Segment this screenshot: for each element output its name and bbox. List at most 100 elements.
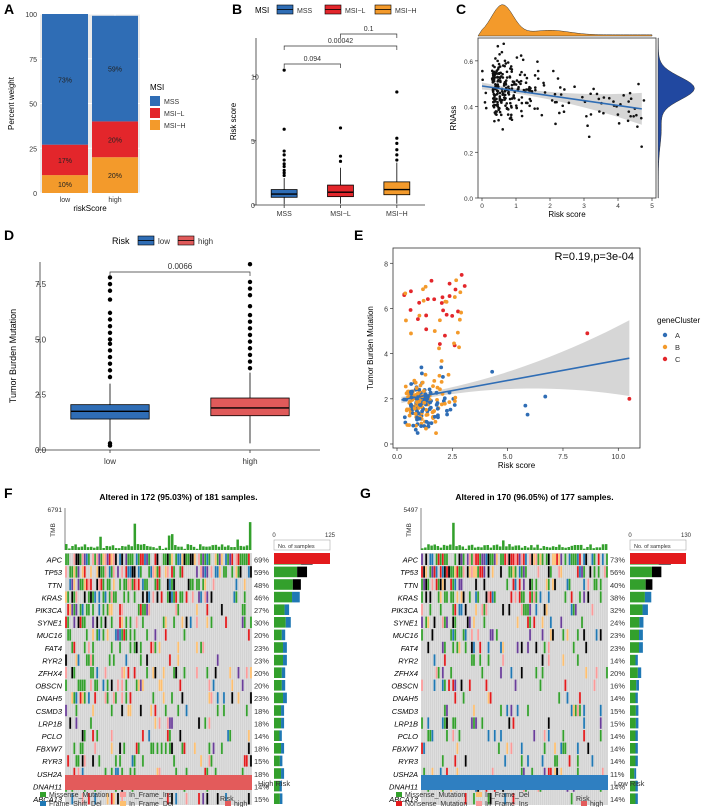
mutation-cell [131,755,134,767]
scatter-point [496,89,500,93]
outlier-point [107,337,113,342]
x-tick-label: 10.0 [611,454,625,461]
mutation-cell [110,591,113,603]
mutation-cell [170,742,174,754]
mutation-cell [485,604,488,616]
mutation-cell [75,755,78,767]
mutation-cell [114,553,117,565]
scatter-point [534,88,537,92]
mutation-cell [587,742,590,754]
mutation-cell [114,629,117,641]
tmb-bar [595,547,599,550]
mutation-cell [439,767,442,780]
mutation-cell [206,767,209,780]
mutation-cell [166,591,169,603]
mutation-cell [200,566,203,578]
scatter-point [447,281,452,286]
mutation-cell [247,793,250,805]
tmb-bar [80,546,84,550]
scatter-point [520,114,524,118]
mutation-cell [454,629,457,641]
gene-bar [274,755,280,767]
mutation-cell [206,793,209,805]
mutation-cell [583,566,586,578]
gene-label: DNAH11 [33,782,62,791]
mutation-cell [83,679,86,691]
mutation-cell [177,553,180,565]
mutation-cell [177,704,180,717]
mutation-cell [129,616,132,628]
mutation-cell [181,591,184,603]
tmb-bar [96,546,99,550]
tmb-bar [146,545,149,550]
gene-label: FAT4 [401,644,418,653]
percent-label: 14% [610,795,625,804]
mutation-cell [69,566,72,578]
x-axis-label: Risk score [548,210,586,219]
mutation-cell [146,553,149,565]
mutation-cell [556,755,559,767]
mutation-cell [214,553,217,565]
tmb-bar [139,544,143,550]
legend-label: MSI−H [164,123,186,130]
gene-bar [279,730,282,741]
mutation-cell [143,578,147,591]
mutation-cell [210,616,213,628]
mutation-cell [235,566,238,578]
scatter-point [432,297,437,302]
scatter-point [432,414,437,419]
gene-bar [285,617,291,628]
outlier-point [107,348,113,353]
mutation-cell [583,704,586,717]
y-axis-label: Tumor Burden Mutation [8,309,18,403]
tmb-bar [586,546,589,550]
gene-bar [274,642,284,653]
outlier-point [338,126,343,130]
mutation-cell [562,629,565,641]
gene-label: FAT4 [45,644,62,653]
mutation-cell [212,742,215,754]
mutation-cell [489,793,492,805]
mutation-cell [112,654,115,666]
mutation-cell [508,604,511,616]
panel-a: 025507510010%17%73%low20%20%59%highriskS… [7,12,186,213]
gene-label: SYNE1 [393,619,418,628]
scatter-point [462,284,467,288]
mutation-cell [229,553,232,565]
scatter-point [407,423,412,428]
mutation-cell [92,667,95,679]
mutation-cell [454,616,457,628]
mutation-cell [121,692,124,704]
mutation-cell [560,616,563,628]
gene-label: FBXW7 [36,745,63,754]
gene-bar [274,680,282,691]
mutation-cell [129,641,132,654]
mutation-cell [69,717,72,729]
scatter-point [484,106,488,110]
percent-label: 69% [254,556,269,565]
confidence-band [482,82,642,125]
scatter-point [612,100,615,103]
outlier-point [107,317,113,322]
mutation-cell [599,591,602,603]
mutation-cell [599,704,602,717]
tmb-bar [579,544,583,550]
mutation-cell [502,641,505,654]
scatter-point [561,104,564,108]
mutation-cell [427,616,430,628]
mutation-cell [104,767,107,780]
tmb-bar [183,548,186,550]
mutation-cell [443,641,446,654]
y-tick-label: 0.0 [35,446,47,455]
scatter-point [419,365,424,370]
outlier-point [282,173,286,178]
legend-swatch [150,108,160,118]
mutation-cell [166,793,169,805]
mutation-cell [421,591,424,603]
mutation-cell [139,604,142,616]
scatter-point [491,97,495,100]
percent-label: 30% [254,619,269,628]
scatter-point [439,379,444,384]
legend-label: MSI−L [164,111,185,118]
